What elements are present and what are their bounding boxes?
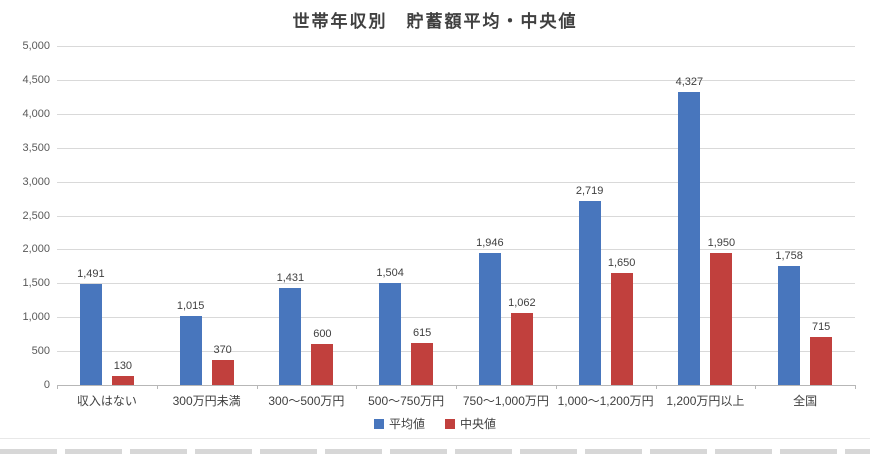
bar-value-label: 615 [412,327,432,340]
bar-value-label: 1,491 [77,267,105,280]
spreadsheet-row-band [0,449,870,454]
x-axis-tick [356,385,358,389]
bar-series-0-cat-1 [179,316,202,385]
bar-value-label: 4,327 [675,75,704,88]
x-axis-tick [256,385,258,389]
gridline [57,283,855,285]
gridline [57,317,855,319]
y-tick-label: 4,500 [22,73,50,86]
bar-value-label: 370 [213,343,232,356]
legend-item-average: 平均値 [373,415,425,432]
y-tick-label: 5,000 [22,40,50,52]
plot-area: 1,491 130 1,015 370 1,431 600 1,504 615 1,946 1,0… [57,46,856,389]
gridline [57,46,855,47]
gridline [57,215,855,217]
x-axis-tick [555,385,557,389]
bar-series-0-cat-3 [379,283,402,385]
bar-value-label: 1,431 [276,271,305,284]
bar-series-1-cat-0 [111,376,134,385]
bar-series-0-cat-0 [79,283,102,385]
bar-value-label: 1,946 [476,237,504,250]
gridline [57,181,855,183]
bar-series-0-cat-6 [678,91,701,385]
bar-value-label: 600 [313,328,332,341]
x-axis-tick [755,385,757,389]
x-axis-tick [855,385,856,389]
x-tick-label: 1,000〜1,200万円 [557,394,654,408]
x-tick-label: 収入はない [76,394,137,408]
legend-item-median: 中央値 [445,415,496,432]
gridline [57,113,855,115]
bar-series-0-cat-5 [578,200,601,385]
x-axis-tick [57,385,58,389]
y-tick-label: 4,000 [22,107,50,120]
legend: 平均値 中央値 [0,415,870,432]
x-axis-tick [456,385,457,389]
chart-title: 世帯年収別 貯蓄額平均・中央値 [292,12,578,31]
x-tick-label: 全国 [793,394,818,408]
y-tick-label: 2,000 [22,243,50,256]
legend-label-median: 中央値 [460,417,497,431]
bar-value-label: 1,015 [176,300,205,313]
gridline [57,79,855,81]
legend-swatch-median-icon [445,418,455,429]
bar-series-1-cat-5 [610,273,633,385]
spreadsheet-row-line [0,438,870,439]
y-tick-label: 2,500 [22,209,50,222]
bar-series-0-cat-4 [478,253,501,385]
x-tick-label: 500〜750万円 [368,394,445,408]
bar-series-0-cat-7 [778,265,801,385]
bar-series-1-cat-4 [510,313,533,385]
x-tick-label: 300万円未満 [172,394,241,408]
bar-value-label: 1,062 [508,296,536,309]
bar-value-label: 1,758 [775,249,803,262]
y-tick-label: 3,000 [22,175,50,188]
bar-value-label: 1,650 [607,257,636,270]
x-tick-label: 750〜1,000万円 [462,394,549,408]
legend-label-average: 平均値 [388,417,425,431]
bar-series-1-cat-3 [411,343,434,385]
bar-series-1-cat-1 [211,359,234,385]
y-tick-label: 1,500 [22,277,50,290]
gridline [57,249,855,251]
y-tick-label: 500 [31,345,50,358]
bar-series-1-cat-7 [810,336,833,385]
x-tick-label: 1,200万円以上 [666,394,745,408]
y-tick-label: 1,000 [22,311,50,324]
bar-value-label: 2,719 [575,184,604,197]
gridline [57,351,855,353]
bar-series-1-cat-6 [710,252,733,385]
y-tick-label: 0 [43,379,50,391]
bar-value-label: 130 [113,360,133,373]
gridline [57,147,855,149]
y-tick-label: 3,500 [22,141,50,154]
x-axis-tick [156,385,158,389]
bar-series-0-cat-2 [279,287,302,385]
bar-series-1-cat-2 [311,344,334,385]
bar-value-label: 1,504 [376,267,404,280]
x-tick-label: 300〜500万円 [268,394,345,408]
bar-value-label: 715 [811,320,831,333]
legend-swatch-average-icon [373,418,384,429]
x-axis-tick [655,385,657,389]
bar-value-label: 1,950 [707,236,736,249]
